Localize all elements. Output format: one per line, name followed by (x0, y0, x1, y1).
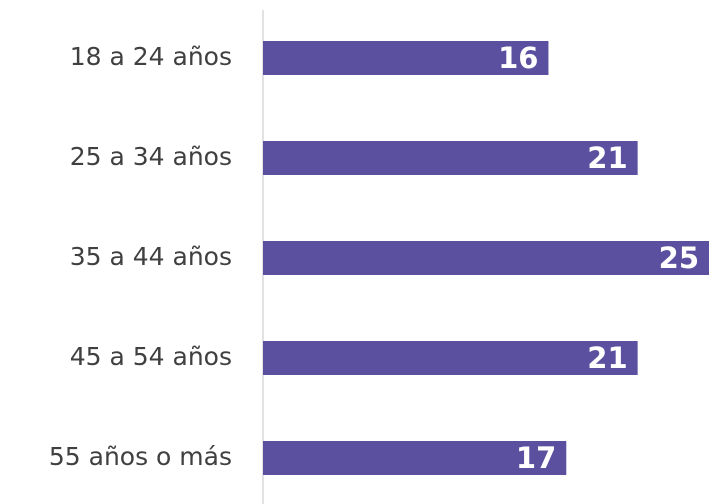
category-label: 45 a 54 años (70, 342, 232, 371)
category-label: 35 a 44 años (70, 242, 232, 271)
value-label: 16 (498, 41, 538, 75)
bar (263, 241, 709, 275)
category-label: 25 a 34 años (70, 142, 232, 171)
value-label: 21 (587, 141, 627, 175)
bar (263, 441, 567, 475)
bar (263, 141, 638, 175)
category-label: 55 años o más (49, 442, 232, 471)
value-label: 25 (659, 241, 699, 275)
value-label: 21 (587, 341, 627, 375)
bar (263, 341, 638, 375)
category-label: 18 a 24 años (70, 42, 232, 71)
value-label: 17 (516, 441, 556, 475)
bar (263, 41, 549, 75)
